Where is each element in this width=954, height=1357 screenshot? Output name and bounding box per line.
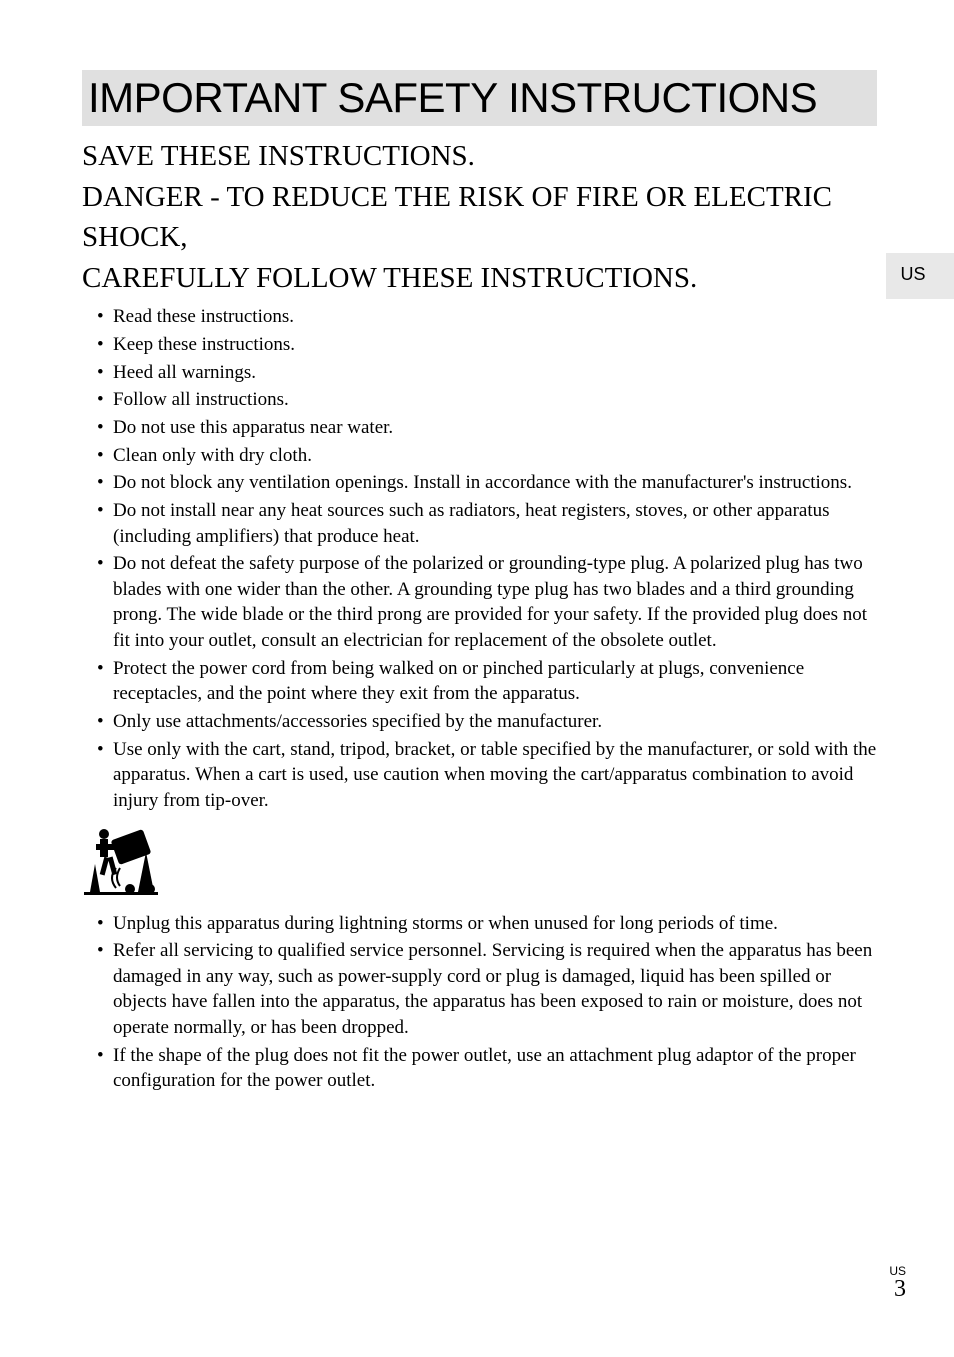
page-subtitle: SAVE THESE INSTRUCTIONS.DANGER - TO REDU… [82, 136, 842, 298]
list-item: Read these instructions. [100, 304, 882, 330]
list-item: Refer all servicing to qualified service… [100, 938, 882, 1041]
list-item: Only use attachments/accessories specifi… [100, 709, 882, 735]
region-tab: US [886, 253, 954, 299]
list-item: Clean only with dry cloth. [100, 443, 882, 469]
safety-bullets-bottom: Unplug this apparatus during lightning s… [82, 911, 882, 1094]
list-item: Do not defeat the safety purpose of the … [100, 551, 882, 654]
footer-page-number: 3 [889, 1277, 906, 1301]
page-title: IMPORTANT SAFETY INSTRUCTIONS [82, 70, 877, 126]
safety-bullets-top: Read these instructions.Keep these instr… [82, 304, 882, 813]
list-item: If the shape of the plug does not fit th… [100, 1043, 882, 1094]
list-item: Protect the power cord from being walked… [100, 656, 882, 707]
list-item: Do not use this apparatus near water. [100, 415, 882, 441]
list-item: Do not block any ventilation openings. I… [100, 470, 882, 496]
list-item: Heed all warnings. [100, 360, 882, 386]
list-item: Use only with the cart, stand, tripod, b… [100, 737, 882, 814]
list-item: Unplug this apparatus during lightning s… [100, 911, 882, 937]
list-item: Do not install near any heat sources suc… [100, 498, 882, 549]
list-item: Keep these instructions. [100, 332, 882, 358]
cart-tipover-icon [82, 824, 906, 903]
page-footer: US 3 [889, 1265, 906, 1301]
list-item: Follow all instructions. [100, 387, 882, 413]
